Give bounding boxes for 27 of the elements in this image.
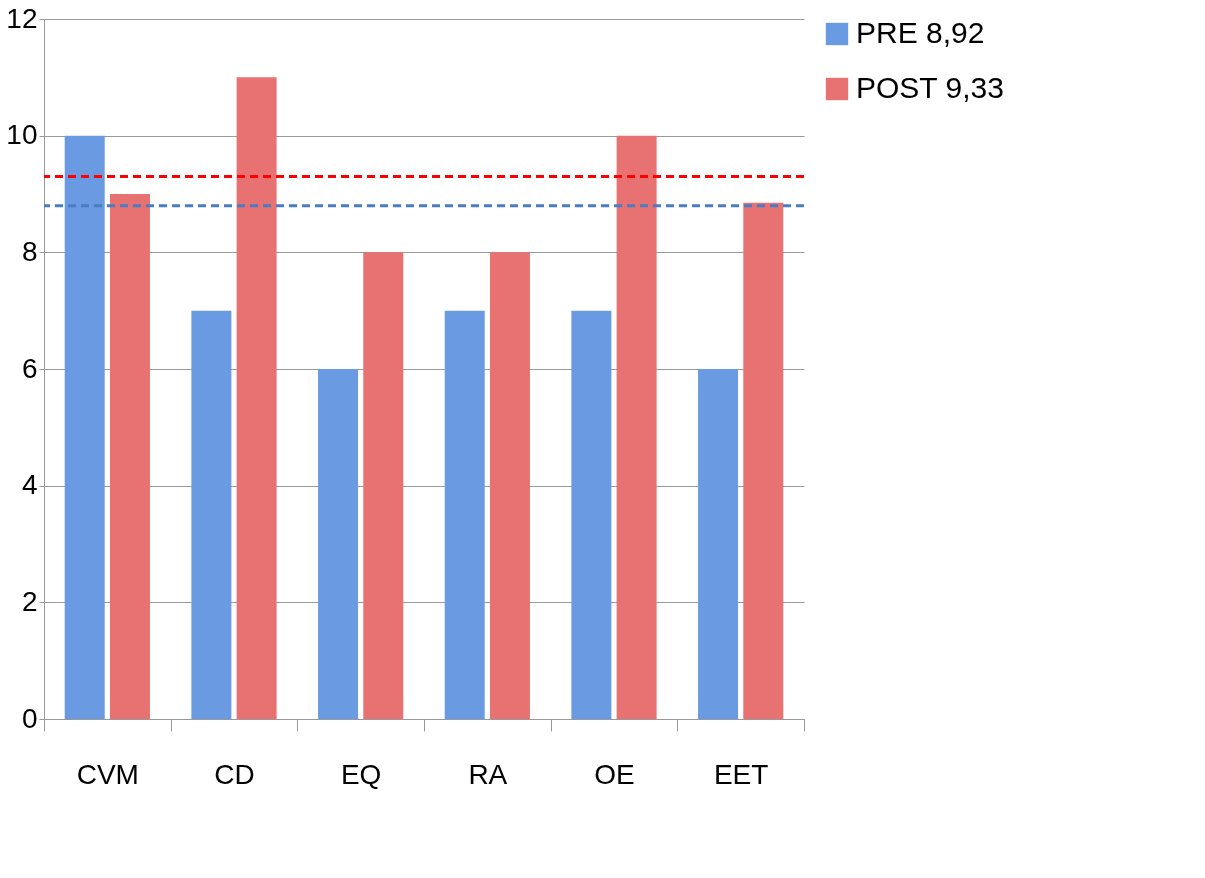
y-tick-label: 12 xyxy=(6,2,38,34)
bar xyxy=(109,194,150,719)
bar xyxy=(191,310,232,719)
x-tick-label: RA xyxy=(468,758,508,790)
legend-label: PRE 8,92 xyxy=(856,16,985,49)
bar xyxy=(616,135,657,719)
bar xyxy=(743,202,784,719)
bar xyxy=(571,310,612,719)
y-tick-label: 10 xyxy=(6,119,38,151)
bar xyxy=(236,77,277,719)
bar xyxy=(318,369,359,719)
x-tick-label: CD xyxy=(214,758,255,790)
x-tick-label: EET xyxy=(713,758,769,790)
y-tick-label: 2 xyxy=(21,585,38,617)
bar xyxy=(698,369,739,719)
x-tick-label: CVM xyxy=(76,758,139,790)
bar xyxy=(444,310,485,719)
y-tick-label: 6 xyxy=(21,352,38,384)
bar xyxy=(64,135,105,719)
y-tick-label: 4 xyxy=(21,469,38,501)
x-tick-label: EQ xyxy=(340,758,382,790)
y-tick-label: 8 xyxy=(21,235,38,267)
bar xyxy=(489,252,530,719)
bar xyxy=(363,252,404,719)
x-tick-label: OE xyxy=(594,758,635,790)
y-tick-label: 0 xyxy=(21,702,38,734)
legend-label: POST 9,33 xyxy=(856,71,1004,104)
